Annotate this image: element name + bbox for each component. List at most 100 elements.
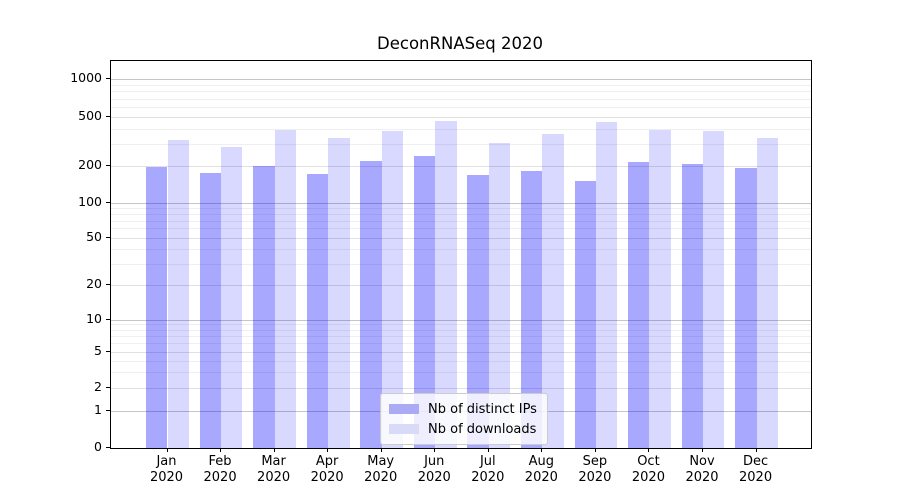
bar-distinct-ips-may (360, 160, 382, 448)
x-tick-mark (327, 448, 329, 452)
y-tick-mark (106, 318, 110, 320)
bar-distinct-ips-oct (628, 161, 650, 448)
gridline-minor (111, 220, 811, 222)
bar-distinct-ips-nov (681, 163, 703, 448)
x-tick-mark (541, 448, 543, 452)
bar-distinct-ips-aug (520, 170, 543, 448)
y-tick-label-10: 10 (86, 310, 102, 326)
bar-downloads-nov (703, 130, 725, 448)
gridline-minor (111, 360, 811, 362)
plot-area: Nb of distinct IPs Nb of downloads (110, 60, 812, 449)
x-tick-label-jun: Jun 2020 (417, 454, 451, 485)
x-tick-mark (755, 448, 757, 452)
gridline-major (111, 319, 811, 321)
bar-downloads-apr (328, 138, 350, 448)
gridline-major (111, 166, 811, 167)
x-tick-label-apr: Apr 2020 (310, 454, 344, 485)
bar-downloads-aug (542, 134, 564, 448)
x-tick-label-sep: Sep 2020 (578, 454, 612, 485)
y-tick-label-1000: 1000 (70, 70, 102, 86)
bar-downloads-jun (435, 121, 457, 448)
y-tick-mark (106, 236, 110, 238)
bar-distinct-ips-dec (735, 168, 757, 448)
bar-downloads-sep (595, 122, 618, 448)
x-tick-label-nov: Nov 2020 (685, 454, 719, 485)
bar-downloads-dec (756, 138, 778, 448)
x-tick-mark (273, 448, 275, 452)
x-tick-mark (220, 448, 222, 452)
gridline-minor (111, 329, 811, 331)
gridline-minor (111, 263, 811, 265)
y-tick-mark (106, 165, 110, 166)
y-tick-mark (106, 284, 110, 285)
y-tick-label-20: 20 (86, 276, 102, 291)
gridline-major (111, 202, 811, 204)
x-tick-mark (594, 448, 596, 452)
gridline-minor (111, 249, 811, 251)
gridline-minor (111, 213, 811, 215)
y-tick-label-100: 100 (78, 193, 102, 209)
bar-distinct-ips-jun (413, 156, 436, 448)
bar-downloads-may (381, 130, 404, 448)
bar-downloads-mar (274, 129, 296, 448)
y-tick-mark (106, 351, 110, 352)
x-tick-label-mar: Mar 2020 (257, 454, 291, 485)
gridline-major (111, 285, 811, 286)
x-tick-mark (702, 448, 703, 452)
gridline-minor (111, 107, 811, 109)
bar-downloads-feb (221, 147, 243, 448)
bar-distinct-ips-jan (146, 166, 168, 448)
legend-swatch-downloads (389, 424, 419, 434)
bar-distinct-ips-jul (467, 175, 489, 448)
gridline-major (111, 117, 811, 118)
x-tick-label-jan: Jan 2020 (149, 454, 184, 485)
x-tick-mark (380, 448, 382, 452)
gridline-minor (111, 144, 811, 146)
gridline-minor (111, 228, 811, 230)
bar-downloads-jan (167, 139, 189, 448)
bar-downloads-oct (649, 130, 671, 448)
gridline-minor (111, 324, 811, 326)
legend-item-downloads: Nb of downloads (389, 419, 539, 439)
gridline-major (111, 388, 811, 389)
y-tick-label-50: 50 (86, 228, 102, 244)
x-tick-label-jul: Jul 2020 (471, 454, 505, 485)
gridline-major (111, 352, 811, 353)
legend-label-distinct-ips: Nb of distinct IPs (428, 401, 537, 417)
gridline-minor (111, 85, 811, 87)
x-tick-mark (166, 448, 168, 452)
legend-label-downloads: Nb of downloads (428, 421, 537, 437)
x-tick-mark (648, 448, 650, 452)
y-tick-mark (106, 447, 110, 448)
gridline-minor (111, 343, 811, 345)
bars-layer (111, 61, 811, 448)
bar-distinct-ips-sep (574, 180, 596, 448)
bar-distinct-ips-feb (199, 172, 222, 448)
gridline-major (111, 79, 811, 81)
gridline-minor (111, 336, 811, 338)
bar-distinct-ips-apr (306, 173, 329, 448)
chart-title: DeconRNASeq 2020 (377, 34, 543, 53)
y-tick-mark (106, 116, 110, 117)
y-tick-mark (106, 201, 110, 203)
y-tick-label-5: 5 (94, 343, 102, 358)
gridline-minor (111, 91, 811, 93)
x-tick-label-feb: Feb 2020 (203, 454, 237, 485)
gridline-minor (111, 372, 811, 374)
x-tick-label-oct: Oct 2020 (631, 454, 665, 485)
x-tick-mark (487, 448, 489, 452)
y-tick-label-200: 200 (78, 157, 102, 172)
gridline-minor (111, 128, 811, 130)
gridline-minor (111, 98, 811, 100)
y-tick-label-2: 2 (94, 379, 102, 394)
y-tick-label-500: 500 (78, 108, 102, 123)
legend-swatch-distinct-ips (389, 404, 419, 414)
x-tick-label-may: May 2020 (364, 454, 398, 485)
x-tick-label-aug: Aug 2020 (524, 454, 558, 485)
grid-layer (111, 61, 811, 448)
y-tick-mark (106, 78, 110, 80)
y-tick-label-1: 1 (94, 401, 102, 417)
y-tick-mark (106, 409, 110, 411)
bar-distinct-ips-mar (253, 166, 275, 448)
